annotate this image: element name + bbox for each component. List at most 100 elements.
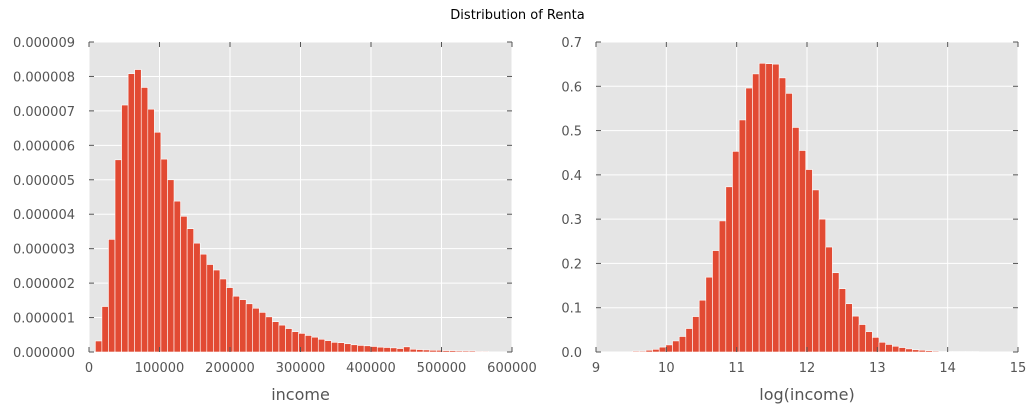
histogram-bar: [258, 312, 267, 353]
income-histogram: 0 100000 200000 300000 400000 500000 600000 0.0…: [13, 36, 537, 404]
histogram-bar: [892, 345, 900, 353]
histogram-bar: [121, 104, 129, 353]
y-tick-label: 0.0: [561, 346, 582, 361]
histogram-bar: [878, 341, 886, 353]
figure-title: Distribution of Renta: [450, 8, 585, 23]
histogram-bar: [193, 242, 201, 353]
histogram-bar: [665, 344, 673, 353]
histogram-bar: [912, 349, 920, 353]
histogram-bar: [114, 159, 122, 353]
y-tick-label: 0.000008: [13, 70, 75, 85]
histogram-bar: [449, 350, 457, 353]
histogram-bar: [898, 347, 906, 353]
histogram-bar: [692, 316, 700, 353]
histogram-bar: [285, 328, 293, 353]
histogram-bar: [350, 344, 358, 353]
histogram-bar: [403, 346, 411, 353]
histogram-bar: [745, 87, 753, 353]
histogram-bar: [672, 340, 680, 353]
histogram-bar: [718, 220, 727, 353]
histogram-bar: [245, 303, 254, 353]
histogram-bar: [206, 264, 214, 353]
histogram-bar: [154, 131, 162, 353]
histogram-bar: [226, 287, 234, 353]
x-axis-label: income: [271, 385, 330, 404]
histogram-bar: [311, 336, 319, 353]
x-tick-label: 12: [799, 361, 816, 376]
y-tick-label: 0.000004: [13, 208, 75, 223]
histogram-bar: [390, 347, 398, 353]
y-tick-label: 0.000009: [13, 36, 75, 51]
histogram-bar: [725, 186, 733, 353]
histogram-bar: [455, 350, 463, 353]
histogram-bar: [712, 250, 720, 353]
y-tick-label: 0.4: [561, 169, 582, 184]
histogram-bar: [652, 349, 660, 353]
histogram-bar: [173, 200, 181, 353]
x-tick-label: 10: [658, 361, 675, 376]
x-tick-label: 500000: [417, 361, 467, 376]
histogram-bar: [858, 324, 866, 353]
histogram-bar: [180, 215, 188, 353]
histogram-bar: [678, 336, 687, 353]
histogram-bar: [232, 295, 240, 353]
histogram-bar: [918, 349, 926, 353]
histogram-bar: [331, 342, 339, 353]
histogram-bar: [167, 179, 175, 353]
histogram-bar: [645, 349, 653, 353]
histogram-bar: [337, 342, 345, 353]
histogram-bar: [805, 169, 813, 353]
x-tick-label: 15: [1010, 361, 1027, 376]
histogram-bar: [931, 350, 940, 353]
histogram-bar: [147, 108, 155, 353]
x-tick-label: 200000: [205, 361, 255, 376]
histogram-bar: [396, 348, 404, 353]
histogram-bar: [265, 316, 273, 353]
histogram-bar: [462, 350, 470, 353]
x-tick-label: 0: [85, 361, 93, 376]
histogram-bar: [291, 331, 299, 353]
histogram-bar: [832, 272, 840, 353]
y-tick-label: 0.000001: [13, 312, 75, 327]
y-tick-label: 0.000003: [13, 243, 75, 258]
histogram-bar: [429, 349, 437, 353]
histogram-bar: [785, 93, 793, 353]
y-tick-label: 0.5: [561, 125, 582, 140]
y-tick-label: 0.6: [561, 80, 582, 95]
histogram-bar: [324, 340, 332, 353]
histogram-bar: [370, 346, 378, 353]
histogram-bar: [252, 307, 260, 353]
y-tick-label: 0.000002: [13, 277, 75, 292]
histogram-bar: [638, 350, 647, 353]
histogram-bar: [317, 338, 326, 353]
histogram-bar: [127, 73, 135, 353]
histogram-bar: [213, 269, 221, 353]
x-tick-label: 9: [592, 361, 600, 376]
histogram-bar: [304, 335, 313, 353]
histogram-bar: [732, 151, 740, 353]
histogram-bar: [798, 150, 807, 353]
histogram-bar: [199, 253, 208, 353]
histogram-bar: [632, 350, 640, 353]
histogram-bar: [838, 288, 847, 353]
histogram-bar: [865, 331, 873, 353]
histogram-bar: [818, 218, 827, 353]
histogram-bar: [140, 87, 149, 353]
x-tick-label: 600000: [487, 361, 537, 376]
histogram-bar: [422, 349, 431, 353]
log-income-histogram: 9 10 11 12 13 14 15 0.0 0.1 0.2 0.3 0.4 0.5 0.6 0.7 log…: [561, 36, 1026, 404]
histogram-bar: [758, 62, 767, 353]
x-tick-label: 14: [939, 361, 956, 376]
histogram-bar: [475, 351, 483, 353]
histogram-bar: [363, 345, 372, 353]
histogram-bar: [416, 349, 424, 353]
histogram-bar: [108, 239, 116, 353]
histogram-bar: [872, 337, 880, 353]
histogram-bar: [272, 321, 280, 353]
histogram-bar: [298, 333, 306, 353]
histogram-bar: [765, 63, 773, 353]
histogram-bar: [772, 63, 780, 353]
histogram-bar: [792, 127, 800, 353]
histogram-bar: [905, 348, 913, 353]
histogram-bar: [409, 348, 417, 353]
